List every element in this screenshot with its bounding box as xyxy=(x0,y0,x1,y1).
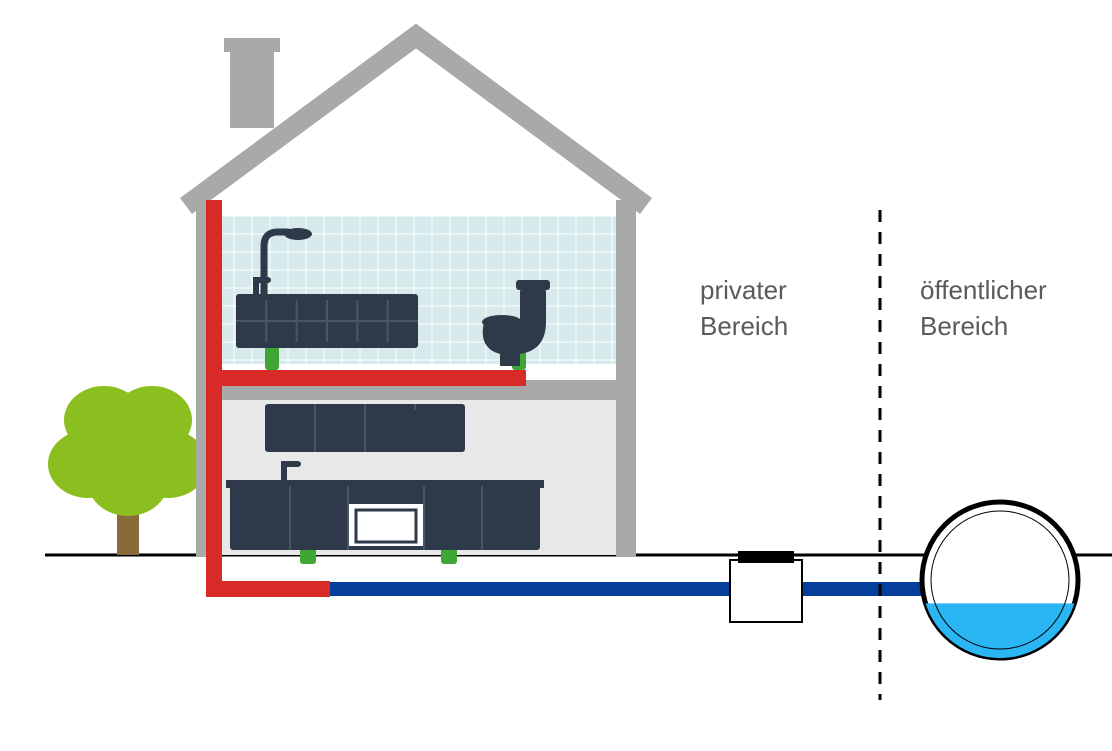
inspection-chamber xyxy=(730,560,802,622)
pipe-red-ground xyxy=(206,581,330,597)
chimney xyxy=(230,48,274,128)
label-private-line1: privater xyxy=(700,275,787,305)
plumbing-diagram xyxy=(0,0,1112,746)
kitchen-counter xyxy=(226,480,544,550)
label-private-area: privater Bereich xyxy=(700,272,788,345)
house-wall-right xyxy=(616,200,636,557)
label-private-line2: Bereich xyxy=(700,311,788,341)
pipe-red-vertical xyxy=(206,200,222,597)
sewer-water xyxy=(926,603,1075,658)
tree-leaves xyxy=(48,386,208,516)
label-public-line2: Bereich xyxy=(920,311,1008,341)
label-public-line1: öffentlicher xyxy=(920,275,1047,305)
pipe-blue-main xyxy=(330,582,970,596)
chimney-cap xyxy=(224,38,280,52)
inspection-lid xyxy=(738,551,794,563)
label-public-area: öffentlicher Bereich xyxy=(920,272,1047,345)
pipe-red-floor xyxy=(214,370,526,386)
